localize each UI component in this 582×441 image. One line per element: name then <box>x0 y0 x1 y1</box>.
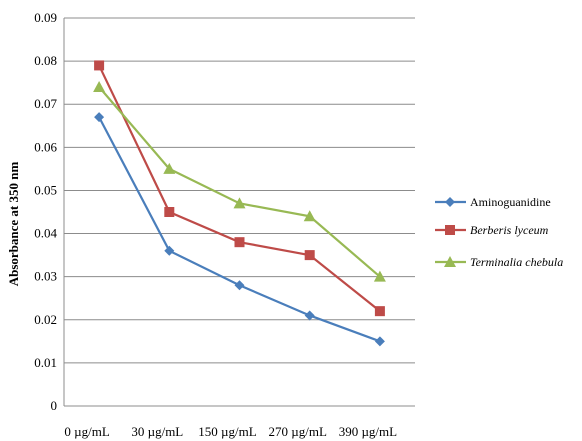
legend-marker <box>445 197 455 207</box>
legend-item: Terminalia chebula <box>435 255 563 269</box>
y-tick-label: 0.08 <box>34 53 57 68</box>
data-point <box>304 310 315 321</box>
data-point <box>163 162 176 174</box>
data-point <box>233 197 246 209</box>
data-point <box>374 306 385 317</box>
legend-marker <box>445 225 455 235</box>
x-tick-label: 150 µg/mL <box>198 424 256 439</box>
gridlines <box>64 17 415 364</box>
legend-marker <box>444 256 456 267</box>
data-point <box>94 60 105 71</box>
data-point <box>93 80 106 92</box>
series-1 <box>94 60 385 317</box>
x-tick-labels: 0 µg/mL 30 µg/mL 150 µg/mL 270 µg/mL 390 µg/… <box>64 424 397 439</box>
axes <box>63 18 415 407</box>
data-point <box>234 237 245 248</box>
data-point <box>374 336 385 347</box>
x-tick-label: 30 µg/mL <box>131 424 183 439</box>
y-axis-title: Absorbance at 350 nm <box>6 162 21 287</box>
x-tick-label: 390 µg/mL <box>339 424 397 439</box>
legend: Aminoguanidine Berberis lyceum Terminalia … <box>435 195 563 269</box>
data-point <box>303 210 316 222</box>
y-tick-label: 0.07 <box>34 96 57 111</box>
series-group <box>93 60 386 347</box>
y-tick-label: 0.01 <box>34 355 57 370</box>
y-tick-label: 0.05 <box>34 182 57 197</box>
legend-label: Terminalia chebula <box>470 255 563 269</box>
legend-item: Aminoguanidine <box>435 195 551 209</box>
data-point <box>94 112 105 123</box>
legend-item: Berberis lyceum <box>435 223 549 237</box>
series-2 <box>93 80 386 282</box>
data-point <box>373 270 386 282</box>
legend-label: Berberis lyceum <box>470 223 549 237</box>
y-tick-label: 0 <box>51 398 58 413</box>
data-point <box>304 250 315 261</box>
y-tick-label: 0.02 <box>34 312 57 327</box>
y-tick-label: 0.03 <box>34 269 57 284</box>
data-point <box>164 207 175 217</box>
x-tick-label: 270 µg/mL <box>268 424 326 439</box>
y-tick-labels: 0 0.01 0.02 0.03 0.04 0.05 0.06 0.07 0.08 0.09 <box>34 10 57 413</box>
x-tick-label: 0 µg/mL <box>64 424 109 439</box>
data-point <box>234 280 245 291</box>
y-tick-label: 0.04 <box>34 226 57 241</box>
series-0 <box>94 112 385 347</box>
y-tick-label: 0.09 <box>34 10 57 25</box>
y-tick-label: 0.06 <box>34 139 57 154</box>
data-point <box>164 245 175 256</box>
legend-label: Aminoguanidine <box>470 195 551 209</box>
